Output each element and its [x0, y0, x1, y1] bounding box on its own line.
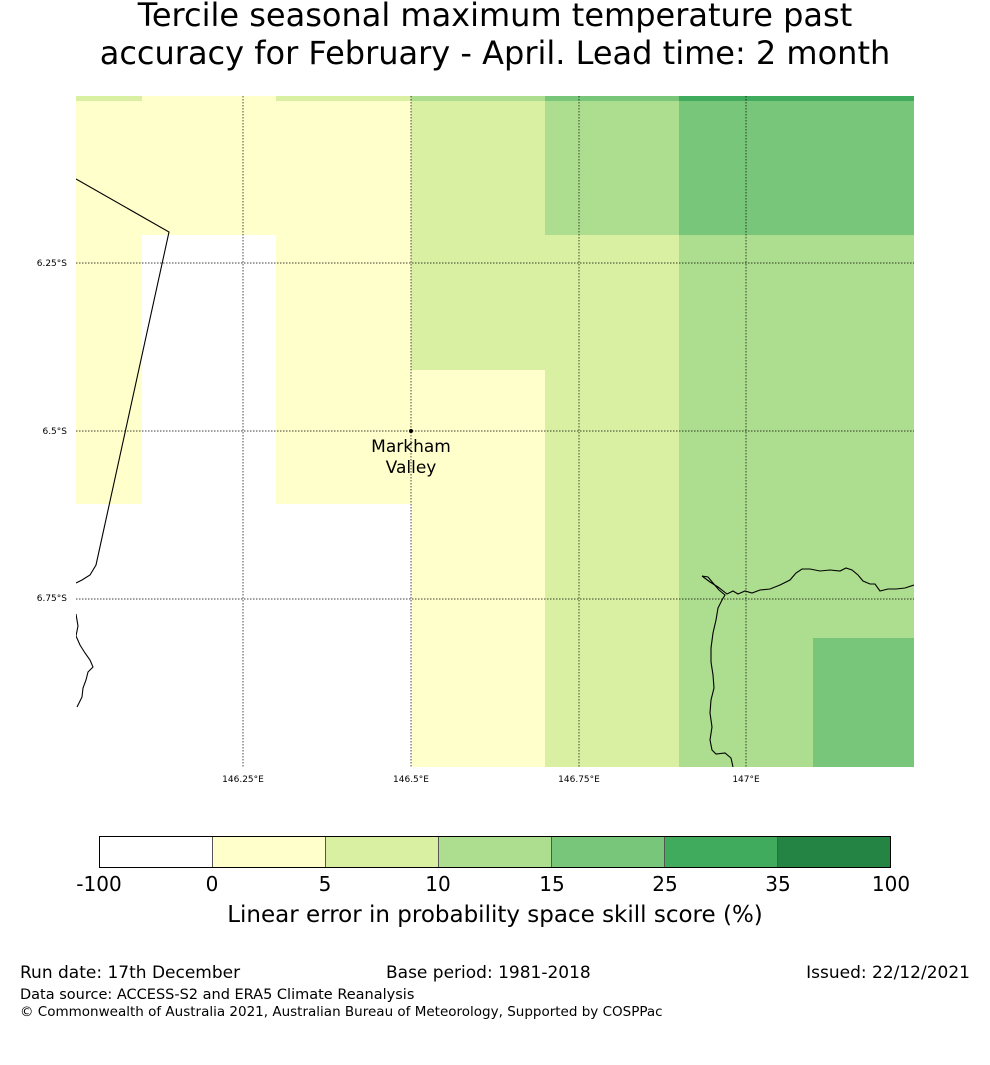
lat-label: 6.75°S: [37, 594, 68, 604]
lon-label: 146.5°E: [393, 775, 429, 785]
lon-label: 146.75°E: [558, 775, 600, 785]
place-label-line-1: Markham: [371, 437, 451, 457]
issued-date: Issued: 22/12/2021: [806, 963, 970, 983]
grid-cell: [679, 96, 914, 235]
grid-cell: [76, 96, 142, 101]
base-period: Base period: 1981-2018: [386, 963, 591, 983]
colorbar-tick: 10: [425, 872, 451, 896]
grid-cell: [276, 96, 411, 504]
coastline-east: [701, 575, 734, 767]
colorbar-segment: [552, 837, 665, 867]
colorbar-label: Linear error in probability space skill …: [227, 902, 763, 928]
colorbar-tick: -100: [76, 872, 122, 896]
coastline-west: [76, 613, 94, 708]
colorbar-tick: 5: [318, 872, 332, 896]
chart-title: Tercile seasonal maximum temperature pas…: [0, 0, 990, 72]
grid-cell: [411, 96, 545, 101]
lat-label: 6.5°S: [42, 427, 67, 437]
data-source: Data source: ACCESS-S2 and ERA5 Climate …: [20, 987, 415, 1003]
title-line-1: Tercile seasonal maximum temperature pas…: [137, 0, 853, 34]
lon-label: 146.25°E: [222, 775, 264, 785]
grid-cell: [545, 96, 679, 101]
colorbar-segment: [778, 837, 890, 867]
place-marker: [409, 429, 413, 433]
colorbar-tick: 25: [652, 872, 678, 896]
colorbar-tick: 0: [205, 872, 219, 896]
grid-cell: [411, 370, 545, 767]
grid-cell: [679, 96, 914, 101]
colorbar-segment: [213, 837, 326, 867]
skill-map: Markham Valley 6.25°S 6.5°S 6.75°S 146.2…: [37, 96, 914, 785]
title-line-2: accuracy for February - April. Lead time…: [99, 34, 891, 72]
run-date: Run date: 17th December: [20, 963, 241, 983]
province-boundary: [76, 178, 170, 584]
lat-label: 6.25°S: [37, 259, 68, 269]
grid-cell: [276, 96, 411, 101]
grid-cell: [545, 235, 679, 767]
place-label-line-2: Valley: [386, 458, 437, 478]
grid-cell: [142, 96, 276, 235]
colorbar-segment: [439, 837, 552, 867]
colorbar: [99, 836, 891, 868]
coastline-east: [701, 567, 914, 595]
colorbar-tick: 35: [765, 872, 791, 896]
grid-cell: [545, 96, 679, 235]
colorbar-tick: 100: [871, 872, 911, 896]
grid-cell: [813, 638, 914, 767]
copyright: © Commonwealth of Australia 2021, Austra…: [20, 1004, 663, 1020]
grid-cell: [679, 235, 914, 638]
grid-cell: [411, 96, 545, 370]
colorbar-tick: 15: [539, 872, 565, 896]
grid-cell: [76, 96, 142, 504]
colorbar-segment: [326, 837, 439, 867]
colorbar-segment: [100, 837, 213, 867]
lon-label: 147°E: [732, 775, 760, 785]
colorbar-segment: [665, 837, 778, 867]
